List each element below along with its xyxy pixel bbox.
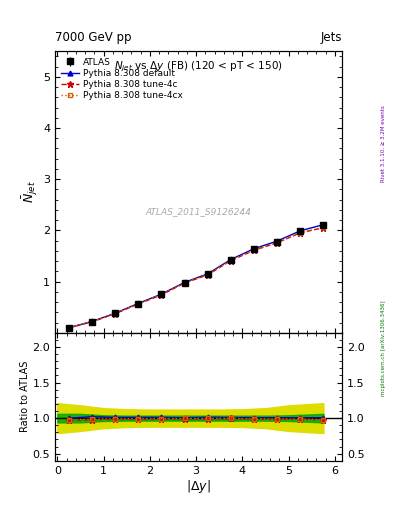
Pythia 8.308 tune-4c <box>66 325 71 331</box>
Y-axis label: Ratio to ATLAS: Ratio to ATLAS <box>20 361 29 433</box>
Pythia 8.308 tune-4cx <box>321 224 326 230</box>
Text: mcplots.cern.ch [arXiv:1306.3436]: mcplots.cern.ch [arXiv:1306.3436] <box>381 301 386 396</box>
Pythia 8.308 default <box>159 291 164 297</box>
Pythia 8.308 tune-4cx <box>182 280 187 286</box>
Pythia 8.308 tune-4cx <box>159 292 164 298</box>
Pythia 8.308 default <box>206 271 210 277</box>
Pythia 8.308 tune-4c <box>321 225 326 231</box>
Y-axis label: $\bar{N}_{jet}$: $\bar{N}_{jet}$ <box>21 181 40 203</box>
Text: Rivet 3.1.10, ≥ 3.2M events: Rivet 3.1.10, ≥ 3.2M events <box>381 105 386 182</box>
Pythia 8.308 default <box>252 246 256 252</box>
Pythia 8.308 tune-4c <box>228 258 233 264</box>
Pythia 8.308 default <box>136 300 141 306</box>
Pythia 8.308 default <box>321 222 326 228</box>
Pythia 8.308 tune-4c <box>275 240 279 246</box>
Pythia 8.308 tune-4cx <box>136 301 141 307</box>
Pythia 8.308 default <box>228 257 233 263</box>
Pythia 8.308 tune-4cx <box>252 247 256 253</box>
Pythia 8.308 tune-4c <box>182 280 187 286</box>
Line: Pythia 8.308 tune-4c: Pythia 8.308 tune-4c <box>66 225 327 331</box>
Pythia 8.308 default <box>113 310 118 316</box>
Text: $N_{jet}$ vs $\Delta y$ (FB) (120 < pT < 150): $N_{jet}$ vs $\Delta y$ (FB) (120 < pT <… <box>114 60 283 74</box>
Pythia 8.308 tune-4c <box>90 318 94 325</box>
Pythia 8.308 tune-4c <box>298 230 303 236</box>
Pythia 8.308 default <box>298 228 303 234</box>
Pythia 8.308 tune-4cx <box>228 257 233 263</box>
Text: ATLAS_2011_S9126244: ATLAS_2011_S9126244 <box>145 207 252 216</box>
Pythia 8.308 tune-4cx <box>275 240 279 246</box>
Line: Pythia 8.308 tune-4cx: Pythia 8.308 tune-4cx <box>66 225 326 330</box>
Pythia 8.308 tune-4cx <box>66 325 71 331</box>
Pythia 8.308 tune-4c <box>113 311 118 317</box>
Legend: ATLAS, Pythia 8.308 default, Pythia 8.308 tune-4c, Pythia 8.308 tune-4cx: ATLAS, Pythia 8.308 default, Pythia 8.30… <box>59 56 185 102</box>
Pythia 8.308 default <box>182 280 187 286</box>
Pythia 8.308 tune-4cx <box>298 229 303 236</box>
X-axis label: $|\Delta y|$: $|\Delta y|$ <box>186 478 211 496</box>
Pythia 8.308 tune-4cx <box>90 318 94 325</box>
Pythia 8.308 tune-4cx <box>206 271 210 278</box>
Pythia 8.308 default <box>90 318 94 325</box>
Pythia 8.308 default <box>275 238 279 244</box>
Pythia 8.308 tune-4c <box>252 247 256 253</box>
Pythia 8.308 tune-4cx <box>113 310 118 316</box>
Line: Pythia 8.308 default: Pythia 8.308 default <box>66 222 326 330</box>
Pythia 8.308 tune-4c <box>136 301 141 307</box>
Pythia 8.308 default <box>66 325 71 331</box>
Pythia 8.308 tune-4c <box>206 272 210 278</box>
Pythia 8.308 tune-4c <box>159 292 164 298</box>
Text: 7000 GeV pp: 7000 GeV pp <box>55 31 132 44</box>
Text: Jets: Jets <box>320 31 342 44</box>
